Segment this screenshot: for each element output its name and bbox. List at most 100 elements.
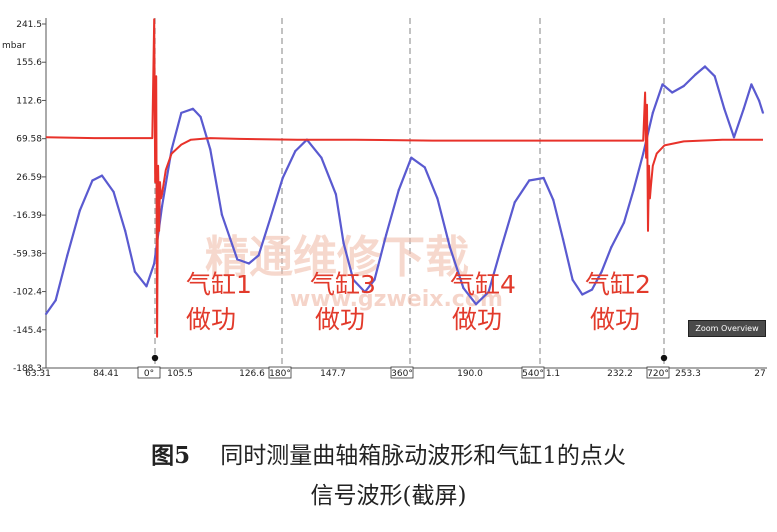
pulse-data-point [713, 75, 716, 78]
crank-marker-lines [151, 354, 668, 362]
annotation-cylinder3-label: 气缸3 [310, 270, 376, 299]
pulse-data-point [423, 166, 426, 169]
annotation-cylinder3-sub: 做功 [315, 305, 365, 334]
pulse-data-point [220, 213, 224, 216]
grid-lines [154, 18, 665, 368]
pulse-data-point [320, 156, 323, 159]
pulse-data-point [363, 290, 367, 294]
pulse-data-point [170, 148, 173, 151]
pulse-data-point [209, 148, 212, 151]
y-tick-label: -102.4 [13, 288, 42, 298]
crank-angle-box [137, 366, 161, 379]
x-tick-label: 126.6 [239, 369, 265, 379]
pulse-data-point [269, 217, 272, 220]
watermark-url: www.gzweix.com [290, 287, 503, 312]
pulse-data-point [750, 83, 753, 86]
pulse-data-point [342, 242, 345, 245]
pulse-data-point [528, 179, 531, 182]
annotation-cylinder2-sub: 做功 [590, 305, 640, 334]
pulse-data-point [552, 198, 555, 202]
watermark: 精通维修下载 www.gzweix.com [205, 232, 503, 312]
pulse-data-point [499, 250, 502, 253]
caption-text-2: 信号波形(截屏) [310, 483, 467, 509]
y-tick-label: -188.3 [13, 364, 42, 374]
pulse-data-point [513, 201, 516, 204]
pulse-data-point [436, 197, 439, 200]
pulse-data-point [682, 84, 685, 88]
y-tick-label: -145.4 [13, 326, 42, 336]
pulse-data-point [571, 278, 574, 281]
pulse-data-point [757, 99, 761, 102]
pulse-data-point [66, 254, 69, 257]
y-tick-label: 69.58 [16, 135, 42, 145]
x-tick-label: 84.41 [93, 369, 119, 379]
pulse-data-point [191, 107, 195, 111]
zoom-overview-button[interactable]: Zoom Overview [688, 320, 766, 337]
crank-angle-box [521, 366, 545, 379]
y-tick-label: 26.59 [16, 173, 42, 183]
pulse-data-point [54, 299, 57, 302]
pulse-data-point [160, 205, 164, 208]
pulse-data-point [622, 221, 626, 224]
pulse-data-point [742, 107, 745, 111]
x-tick-label: 190.0 [457, 369, 483, 379]
crank-angle-box [646, 366, 670, 379]
trigger-marker-dot [151, 354, 159, 362]
pulse-data-point [44, 312, 48, 316]
pulse-data-point [100, 174, 104, 177]
pulse-data-point [236, 258, 239, 261]
x-tick-label: 253.3 [675, 369, 701, 379]
figure-caption-line1: 图5 同时测量曲轴箱脉动波形和气缸1的点火 [0, 436, 777, 470]
pulse-data-point [642, 152, 645, 155]
figure-label: 图5 [151, 442, 191, 469]
crank-angle-label: 0° [144, 369, 154, 379]
annotation-cylinder4-label: 气缸4 [450, 270, 516, 299]
pulse-data-point [671, 91, 674, 94]
pulse-data-point [410, 156, 413, 159]
pulse-data-point [590, 288, 594, 291]
pulse-data-point [257, 254, 260, 257]
crank-angle-box [390, 366, 414, 379]
crank-angle-label: 180° [269, 369, 291, 379]
pulse-data-point [581, 293, 584, 296]
pulse-data-point [761, 111, 765, 115]
pulse-data-point [334, 193, 338, 196]
pulse-data-point [462, 286, 465, 290]
ignition-signal-line [45, 18, 763, 338]
pulse-data-point [384, 233, 388, 237]
x-tick-label: 147.7 [320, 369, 346, 379]
pulse-data-point [694, 73, 697, 76]
pulse-data-point [632, 189, 635, 192]
pulse-data-point [661, 83, 664, 86]
annotation-cylinder2-label: 气缸2 [585, 270, 651, 299]
pulse-data-point [397, 189, 400, 192]
annotation-cylinder1-sub: 做功 [186, 305, 236, 334]
caption-text-1: 同时测量曲轴箱脉动波形和气缸1的点火 [220, 443, 626, 469]
pulse-data-point [124, 229, 127, 233]
crank-angle-label: 360° [391, 369, 413, 379]
plot-area: 精通维修下载 www.gzweix.com 气缸1 做功 气缸3 做功 气缸4 … [44, 18, 767, 369]
pulse-data-point [610, 246, 613, 249]
y-tick-label: 112.6 [16, 96, 42, 106]
watermark-text: 精通维修下载 [205, 232, 469, 283]
y-unit-label: mbar [2, 41, 26, 51]
annotation-cylinder4-sub: 做功 [452, 305, 502, 334]
x-tick-labels: 63.31 84.41 0° 105.5 126.6 180° 147.7 360° 190.0… [25, 366, 766, 379]
crank-angle-box [268, 366, 292, 379]
pulse-data-point [561, 237, 565, 241]
pulse-data-point [448, 246, 452, 249]
x-tick-label: 105.5 [167, 369, 193, 379]
y-tick-labels: 241.5 155.6 112.6 69.58 26.59 -16.39 -59.38 -10… [13, 20, 46, 374]
y-tick-label: 155.6 [16, 58, 42, 68]
x-tick-label: 232.2 [607, 369, 633, 379]
pulse-data-point [133, 270, 137, 273]
y-tick-label: -16.39 [13, 211, 42, 221]
x-tick-label: 27 [754, 369, 765, 379]
pulse-data-point [373, 278, 376, 281]
x-tick-label: 63.31 [25, 369, 51, 379]
crank-angle-label: 720° [647, 369, 669, 379]
annotation-cylinder1-label: 气缸1 [186, 270, 252, 299]
pulse-data-point [723, 107, 726, 111]
trigger-marker-dot [660, 354, 668, 362]
